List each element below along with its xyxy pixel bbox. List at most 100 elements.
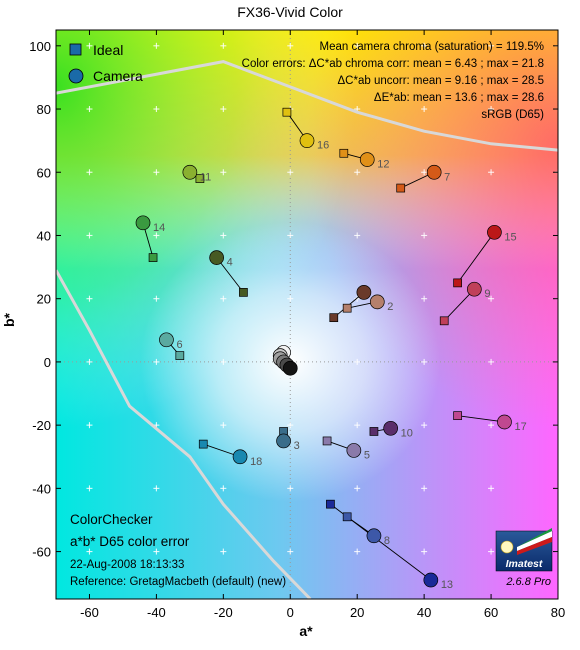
stats-line-3: ΔC*ab uncorr: mean = 9.16 ; max = 28.5 xyxy=(338,75,545,87)
y-tick-label: 100 xyxy=(29,39,51,54)
patch-12-camera-marker xyxy=(359,152,375,167)
stats-block: Mean camera chroma (saturation) = 119.5%… xyxy=(242,41,545,121)
patch-17-label: 17 xyxy=(514,421,526,433)
patch-8-ideal-marker xyxy=(342,512,352,522)
y-axis-label: b* xyxy=(1,312,17,327)
patch-4-ideal-marker xyxy=(239,288,248,297)
patch-7-ideal-marker xyxy=(396,183,406,193)
x-tick-label: 80 xyxy=(551,605,565,620)
patch-5-ideal-marker xyxy=(322,436,332,446)
y-tick-label: 20 xyxy=(37,292,51,307)
patch-10-label: 10 xyxy=(401,427,413,439)
stats-line-5: sRGB (D65) xyxy=(481,109,544,121)
patch-9-ideal-marker xyxy=(439,316,449,326)
patch-1-camera-marker xyxy=(356,285,372,300)
axis-ticks: -60 -40 -20 0 20 40 60 80 -60 -40 -20 0 20 40 60 80 100 xyxy=(29,30,565,620)
neutral-6-camera-marker xyxy=(282,360,298,376)
patch-17-camera-marker xyxy=(497,414,512,430)
patch-17-error-line xyxy=(457,415,505,423)
chart-title: FX36-Vivid Color xyxy=(237,4,343,20)
plot-frame xyxy=(55,29,559,600)
patch-15-ideal-marker xyxy=(453,278,462,288)
patch-9-label: 9 xyxy=(484,288,490,300)
patch-18-camera-marker xyxy=(232,449,248,465)
patch-12-label: 12 xyxy=(377,159,389,171)
y-tick-label: 80 xyxy=(37,102,51,117)
patch-8-label: 8 xyxy=(384,535,390,547)
stats-line-1: Mean camera chroma (saturation) = 119.5% xyxy=(320,41,544,53)
x-tick-label: -40 xyxy=(147,605,166,620)
patch-13-camera-marker xyxy=(423,572,439,588)
legend-ideal-marker xyxy=(69,43,82,56)
x-tick-label: 0 xyxy=(287,605,294,620)
y-tick-label: -60 xyxy=(32,545,51,560)
x-tick-label: 60 xyxy=(484,605,498,620)
gamut-line-lower xyxy=(56,269,312,599)
gamut-boundary-lines xyxy=(56,60,558,599)
patch-15-label: 15 xyxy=(504,231,516,243)
patch-14-camera-marker xyxy=(135,215,151,231)
x-tick-label: -60 xyxy=(80,605,99,620)
gamut-line-upper xyxy=(56,60,558,152)
patch-10-camera-marker xyxy=(383,420,399,436)
patch-6-camera-marker xyxy=(159,332,174,348)
patch-5-label: 5 xyxy=(364,449,370,461)
y-tick-label: -40 xyxy=(32,481,51,496)
patch-18-label: 18 xyxy=(250,456,262,468)
patch-14-label: 14 xyxy=(153,222,165,234)
patch-5-camera-marker xyxy=(346,443,362,458)
version-label: 2.6.8 Pro xyxy=(505,576,551,588)
patch-12-ideal-marker xyxy=(339,148,349,158)
patch-7-camera-marker xyxy=(426,164,442,180)
patch-13-ideal-marker xyxy=(326,499,335,509)
timestamp-label: 22-Aug-2008 18:13:33 xyxy=(70,559,184,571)
legend-camera-label: Camera xyxy=(93,68,143,84)
x-tick-label: -20 xyxy=(214,605,233,620)
x-tick-label: 20 xyxy=(350,605,364,620)
patch-16-label: 16 xyxy=(317,140,329,152)
patch-9-camera-marker xyxy=(466,281,482,297)
patch-11-camera-marker xyxy=(182,164,198,180)
patch-2-ideal-marker xyxy=(342,303,352,313)
patch-18-ideal-marker xyxy=(198,439,208,449)
patch-markers: 2 3 4 5 6 7 8 9 10 11 12 13 14 15 16 17 18 xyxy=(135,107,527,591)
patch-6-label: 6 xyxy=(176,339,182,351)
legend-camera-marker xyxy=(68,68,84,84)
patch-1-ideal-marker xyxy=(329,313,339,323)
patch-6-ideal-marker xyxy=(175,351,185,360)
patch-17-ideal-marker xyxy=(453,411,462,421)
imatest-logo: Imatest xyxy=(495,528,553,572)
patch-2-camera-marker xyxy=(369,294,385,310)
y-tick-label: -20 xyxy=(32,418,51,433)
colorchecker-label: ColorChecker xyxy=(70,512,153,527)
patch-10-ideal-marker xyxy=(369,427,379,436)
patch-13-label: 13 xyxy=(441,579,453,591)
legend: Ideal Camera xyxy=(68,42,143,84)
x-axis-label: a* xyxy=(299,623,313,639)
patch-11-ideal-marker xyxy=(195,174,205,183)
patch-2-label: 2 xyxy=(387,301,393,313)
patch-3-camera-marker xyxy=(276,433,291,449)
patch-15-error-line xyxy=(457,232,495,284)
patch-16-camera-marker xyxy=(299,133,315,148)
reference-label: Reference: GretagMacbeth (default) (new) xyxy=(70,576,286,588)
x-tick-label: 40 xyxy=(417,605,431,620)
stats-line-2: Color errors: ΔC*ab chroma corr: mean = … xyxy=(242,58,544,70)
error-type-label: a*b* D65 color error xyxy=(70,534,190,549)
patch-4-label: 4 xyxy=(227,257,233,269)
logo-text: Imatest xyxy=(506,558,543,570)
stats-line-4: ΔE*ab: mean = 13.6 ; max = 28.6 xyxy=(374,92,544,104)
patch-7-label: 7 xyxy=(444,171,450,183)
patch-16-ideal-marker xyxy=(282,107,292,117)
patch-11-label: 11 xyxy=(200,171,211,183)
patch-14-ideal-marker xyxy=(148,253,158,262)
patch-3-label: 3 xyxy=(294,440,300,452)
y-tick-label: 0 xyxy=(44,355,51,370)
info-block: ColorChecker a*b* D65 color error 22-Aug… xyxy=(70,512,286,588)
patch-8-camera-marker xyxy=(366,528,382,544)
patch-15-camera-marker xyxy=(487,224,502,240)
legend-ideal-label: Ideal xyxy=(93,42,123,58)
patch-4-camera-marker xyxy=(209,250,224,265)
y-tick-label: 40 xyxy=(37,228,51,243)
